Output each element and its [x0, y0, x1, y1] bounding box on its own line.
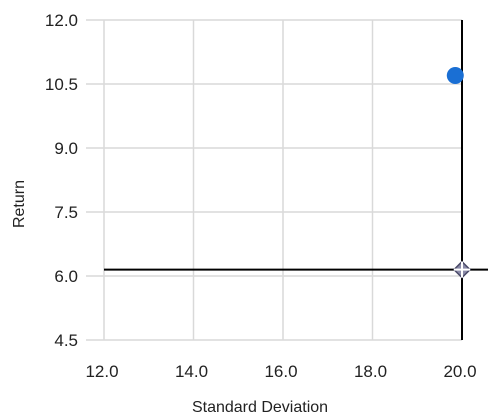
target-marker[interactable]	[452, 260, 472, 279]
x-tick-label: 20.0	[443, 362, 476, 381]
y-axis-title: Return	[11, 180, 28, 228]
y-tick-label: 7.5	[54, 203, 78, 222]
data-points	[446, 66, 472, 279]
y-tick-label: 6.0	[54, 267, 78, 286]
x-axis-title: Standard Deviation	[192, 399, 328, 416]
y-tick-label: 10.5	[45, 75, 78, 94]
y-tick-labels: 12.0 10.5 9.0 7.5 6.0 4.5	[45, 11, 78, 350]
x-tick-label: 14.0	[175, 362, 208, 381]
x-tick-label: 12.0	[85, 362, 118, 381]
grid	[86, 19, 463, 341]
x-tick-label: 16.0	[264, 362, 297, 381]
x-tick-label: 18.0	[354, 362, 387, 381]
y-tick-label: 9.0	[54, 139, 78, 158]
x-tick-labels: 12.0 14.0 16.0 18.0 20.0	[85, 362, 476, 381]
portfolio-point[interactable]	[446, 66, 464, 84]
y-tick-label: 4.5	[54, 331, 78, 350]
reference-lines	[104, 20, 488, 340]
y-tick-label: 12.0	[45, 11, 78, 30]
